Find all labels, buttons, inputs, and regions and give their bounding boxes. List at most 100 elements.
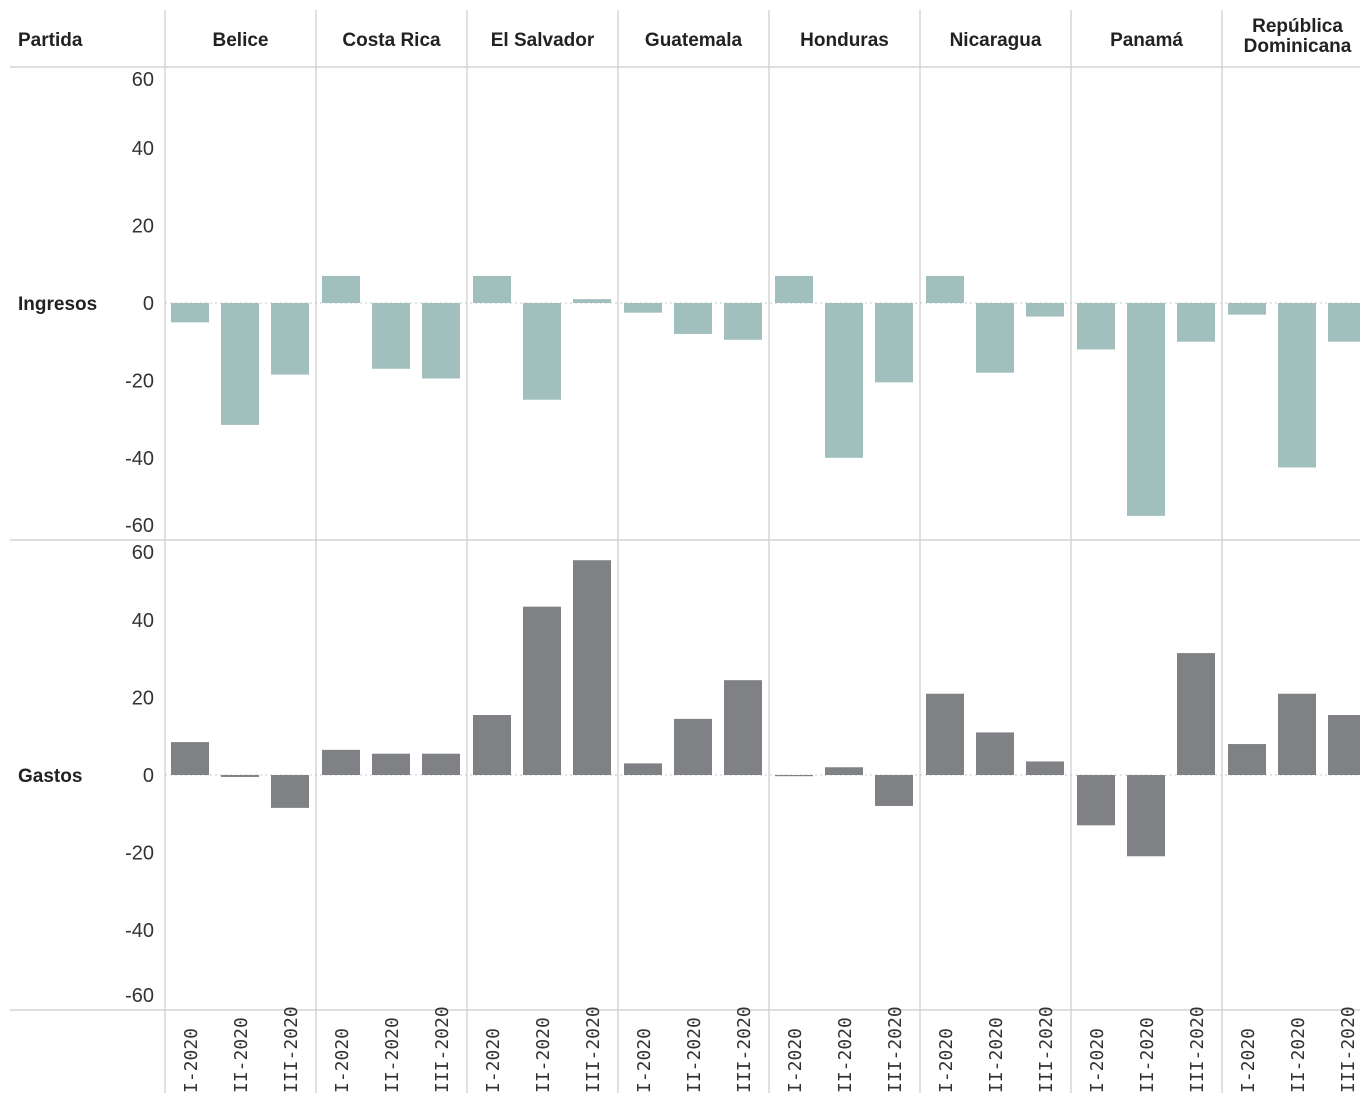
bar: [221, 303, 259, 425]
bar: [422, 303, 460, 379]
bar: [523, 303, 561, 400]
x-tick-label: II-2020: [533, 1017, 554, 1093]
x-tick-label: III-2020: [1036, 1006, 1057, 1093]
bar: [674, 303, 712, 334]
bar: [724, 303, 762, 340]
y-tick-label: -40: [125, 920, 154, 942]
row-label: Ingresos: [18, 294, 97, 315]
y-tick-label: 20: [132, 688, 154, 710]
country-header: Honduras: [800, 30, 889, 51]
bar: [674, 718, 712, 775]
country-header: Costa Rica: [342, 30, 441, 51]
bar: [1077, 303, 1115, 350]
bar: [926, 275, 964, 303]
row-label: Gastos: [18, 766, 82, 787]
country-header: Panamá: [1110, 30, 1183, 51]
bar: [322, 275, 360, 303]
y-tick-label: -60: [125, 515, 154, 537]
bar: [926, 693, 964, 775]
x-tick-label: III-2020: [583, 1006, 604, 1093]
bar: [221, 775, 259, 777]
bar: [1127, 775, 1165, 857]
bar: [875, 303, 913, 383]
country-header: Guatemala: [645, 30, 743, 51]
country-header: Belice: [213, 30, 269, 51]
row-labels: Ingresos Gastos: [18, 294, 97, 787]
bar: [1278, 693, 1316, 775]
bar: [1077, 775, 1115, 826]
bar: [1228, 744, 1266, 775]
x-tick-label: II-2020: [835, 1017, 856, 1093]
bar: [372, 303, 410, 369]
bar: [422, 753, 460, 775]
bar: [724, 680, 762, 775]
bar: [171, 303, 209, 323]
country-header-line: República: [1252, 16, 1343, 37]
y-tick-label: -20: [125, 370, 154, 392]
bar: [473, 275, 511, 303]
x-tick-label: II-2020: [382, 1017, 403, 1093]
x-tick-label: I-2020: [181, 1028, 202, 1093]
y-tick-label: 20: [132, 216, 154, 238]
column-headers: Partida Belice Costa Rica El Salvador Guatem…: [18, 16, 1352, 57]
x-tick-label: III-2020: [432, 1006, 453, 1093]
bar: [1127, 303, 1165, 516]
bar: [1328, 715, 1360, 775]
x-tick-label: III-2020: [281, 1006, 302, 1093]
bar: [825, 767, 863, 775]
y-tick-label: 60: [132, 542, 154, 564]
bar: [473, 715, 511, 775]
bar: [624, 763, 662, 775]
x-tick-label: II-2020: [1288, 1017, 1309, 1093]
country-header: El Salvador: [491, 30, 595, 51]
bars: [171, 275, 1360, 857]
bar: [775, 275, 813, 303]
x-tick-label: II-2020: [1137, 1017, 1158, 1093]
bar: [624, 303, 662, 313]
x-tick-label: I-2020: [785, 1028, 806, 1093]
bar: [523, 606, 561, 775]
x-tick-label: I-2020: [634, 1028, 655, 1093]
bar: [976, 303, 1014, 373]
y-tick-label: -20: [125, 842, 154, 864]
y-axis-ticks: 60 40 20 0 -20 -40 -60 60 40 20 0 -20 -40 -60: [125, 69, 154, 1007]
bar: [976, 732, 1014, 775]
x-tick-label: II-2020: [231, 1017, 252, 1093]
y-tick-label: 40: [132, 610, 154, 632]
y-tick-label: 40: [132, 138, 154, 160]
x-tick-label: III-2020: [885, 1006, 906, 1093]
x-axis-labels: I-2020 II-2020 III-2020 I-2020 II-2020 III-20…: [181, 1006, 1359, 1093]
bar: [271, 303, 309, 375]
bar: [875, 775, 913, 806]
bar: [1026, 761, 1064, 775]
grid-lines: [10, 10, 1360, 1093]
row-header-label: Partida: [18, 30, 83, 51]
x-tick-label: III-2020: [734, 1006, 755, 1093]
x-tick-label: II-2020: [986, 1017, 1007, 1093]
bar: [1177, 303, 1215, 342]
bar: [1026, 303, 1064, 317]
country-header: República Dominicana: [1244, 16, 1352, 57]
x-tick-label: I-2020: [483, 1028, 504, 1093]
bar: [271, 775, 309, 808]
country-header-line: Dominicana: [1244, 36, 1352, 57]
y-tick-label: -40: [125, 448, 154, 470]
y-tick-label: 0: [143, 765, 154, 787]
bar: [825, 303, 863, 458]
x-tick-label: I-2020: [936, 1028, 957, 1093]
bar: [322, 749, 360, 775]
x-tick-label: I-2020: [1087, 1028, 1108, 1093]
bar: [1177, 653, 1215, 775]
bar: [1328, 303, 1360, 342]
bar: [171, 742, 209, 775]
bar: [775, 775, 813, 777]
country-header: Nicaragua: [950, 30, 1042, 51]
y-tick-label: 0: [143, 293, 154, 315]
bar: [1278, 303, 1316, 468]
bar: [573, 560, 611, 775]
x-tick-label: I-2020: [332, 1028, 353, 1093]
bar: [1228, 303, 1266, 315]
x-tick-label: III-2020: [1338, 1006, 1359, 1093]
